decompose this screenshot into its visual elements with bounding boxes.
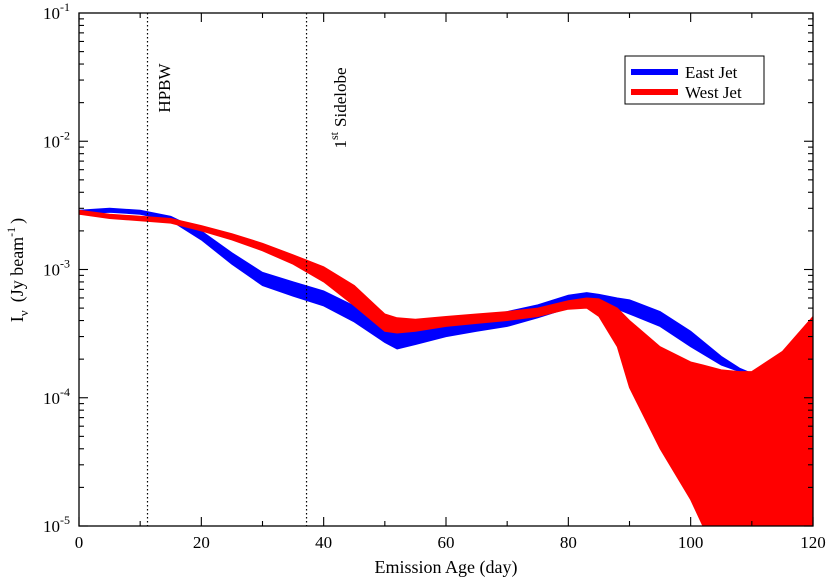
reference-lines bbox=[146, 13, 308, 526]
y-axis-unit: (Jy beam bbox=[7, 237, 28, 302]
sidelobe-label-base: 1 bbox=[331, 140, 350, 149]
y-axis-title: Iν (Jy beam-1) bbox=[4, 218, 31, 322]
y-tick-label: 10-2 bbox=[43, 128, 70, 151]
x-axis-title: Emission Age (day) bbox=[375, 557, 518, 577]
axis-ticks bbox=[78, 13, 814, 527]
y-tick-label: 10-3 bbox=[43, 257, 70, 280]
sidelobe-label-sup: st bbox=[327, 131, 341, 140]
hpbw-label: HPBW bbox=[155, 62, 174, 112]
x-tick-label: 120 bbox=[800, 533, 826, 552]
legend-box bbox=[624, 55, 765, 105]
y-tick-label: 10-1 bbox=[43, 0, 70, 23]
y-axis-subscript: ν bbox=[16, 310, 31, 316]
legend-label-east: East Jet bbox=[685, 63, 738, 82]
tick-labels: 0 20 40 60 80 100 120 10-5 10-4 10-3 10-2 10-1 bbox=[43, 0, 826, 552]
x-tick-label: 60 bbox=[438, 533, 455, 552]
sidelobe-label-rest: Sidelobe bbox=[331, 67, 350, 127]
y-axis-symbol: I bbox=[7, 316, 27, 322]
y-axis-unit-close: ) bbox=[7, 218, 28, 224]
y-axis-unit-exponent: -1 bbox=[4, 227, 18, 237]
y-tick-label: 10-5 bbox=[43, 513, 70, 536]
legend-label-west: West Jet bbox=[685, 83, 742, 102]
legend: East Jet West Jet bbox=[624, 55, 765, 105]
x-tick-label: 0 bbox=[75, 533, 84, 552]
x-tick-label: 80 bbox=[560, 533, 577, 552]
x-tick-label: 20 bbox=[193, 533, 210, 552]
sidelobe-label: 1st Sidelobe bbox=[327, 67, 350, 148]
x-tick-label: 40 bbox=[315, 533, 332, 552]
y-tick-label: 10-4 bbox=[43, 385, 70, 408]
x-tick-label: 100 bbox=[678, 533, 704, 552]
